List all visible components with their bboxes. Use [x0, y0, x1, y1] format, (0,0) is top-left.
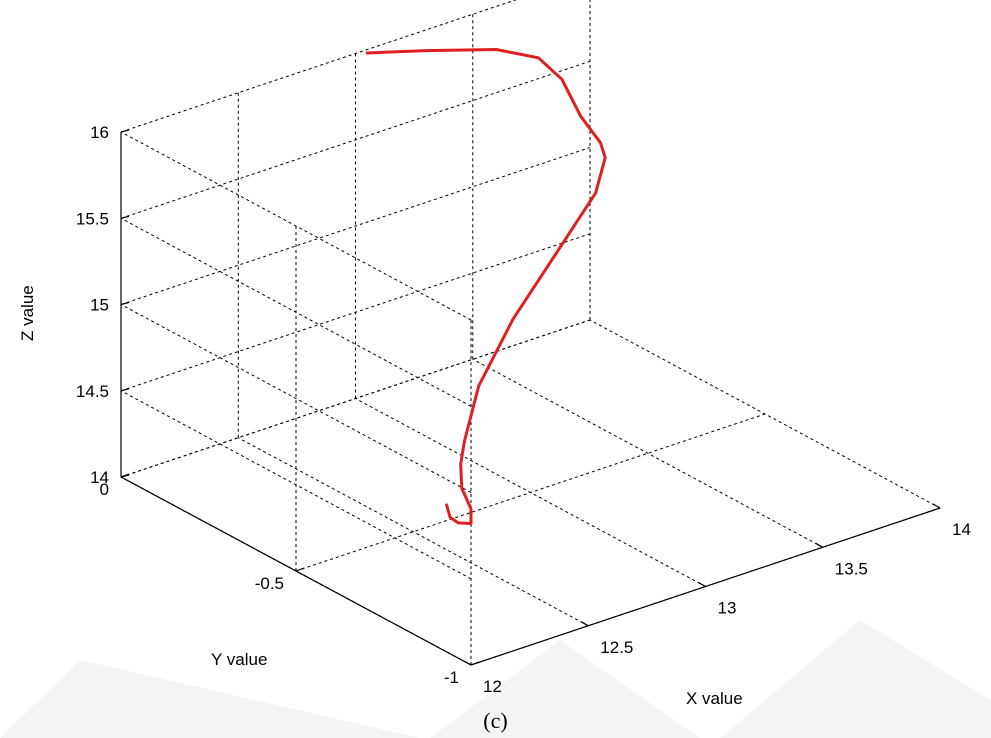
- x-tick-label: 14: [952, 520, 971, 539]
- z-tick-mark: [120, 215, 130, 219]
- grid-line-floor-x: [472, 358, 824, 548]
- x-tick-mark: [581, 621, 589, 627]
- grid-line-back-z: [120, 60, 591, 219]
- grid-line-side-z: [120, 390, 472, 580]
- z-tick-mark: [120, 474, 130, 478]
- x-tick-mark: [932, 503, 941, 509]
- y-tick-label: -0.5: [255, 574, 284, 593]
- y-tick-label: 0: [100, 480, 109, 499]
- grid-line-side-z: [120, 131, 472, 321]
- grid-lines: [120, 0, 941, 666]
- x-axis-label: X value: [686, 689, 743, 708]
- z-tick-label: 16: [90, 123, 109, 142]
- y-axis-label: Y value: [211, 650, 267, 669]
- z-tick-mark: [120, 388, 130, 392]
- z-tick-label: 15.5: [76, 209, 109, 228]
- z-tick-mark: [120, 129, 130, 133]
- grid-line-back-z: [120, 233, 591, 392]
- x-tick-mark: [463, 660, 472, 666]
- y-tick-label: -1: [444, 668, 459, 687]
- grid-line-side-z: [120, 304, 472, 493]
- x-tick-label: 13.5: [835, 559, 868, 578]
- grid-line-back-z: [120, 147, 591, 305]
- z-tick-label: 14: [90, 468, 109, 487]
- grid-line-floor-y: [295, 413, 766, 572]
- axis-lines: [120, 129, 941, 666]
- z-tick-mark: [120, 301, 130, 306]
- x-tick-mark: [698, 581, 706, 588]
- x-tick-label: 13: [718, 599, 737, 618]
- trajectory-line: [365, 48, 607, 525]
- figure-caption: (c): [483, 708, 508, 733]
- z-tick-label: 15: [90, 296, 109, 315]
- z-tick-label: 14.5: [76, 382, 109, 401]
- x-tick-mark: [815, 542, 824, 548]
- series-trajectory: [365, 48, 607, 525]
- y-tick-mark: [470, 661, 480, 666]
- grid-line-side-z: [120, 217, 472, 407]
- grid-line-back-z: [120, 319, 591, 478]
- z-axis-label: Z value: [18, 285, 37, 341]
- grid-line-floor-x: [238, 437, 589, 627]
- x-tick-label: 12.5: [600, 638, 633, 657]
- x-tick-label: 12: [483, 677, 502, 696]
- grid-line-back-z: [120, 0, 517, 133]
- y-tick-mark: [295, 567, 305, 572]
